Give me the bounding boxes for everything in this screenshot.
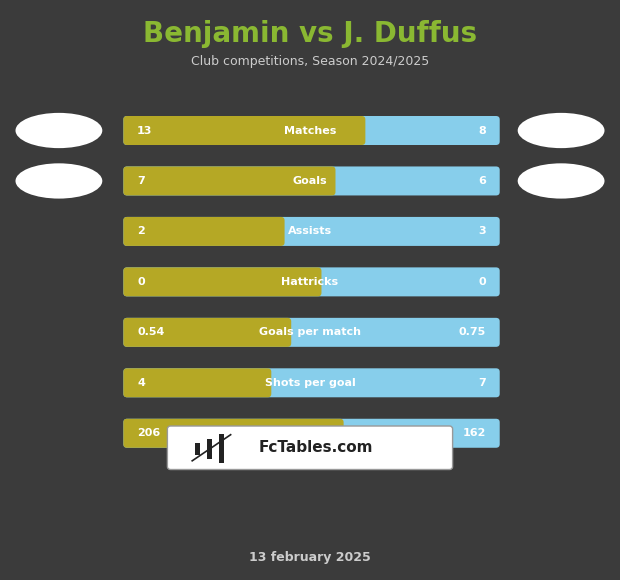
FancyBboxPatch shape (123, 116, 365, 145)
Text: Min per goal: Min per goal (271, 428, 349, 438)
Text: Matches: Matches (284, 125, 336, 136)
Text: 4: 4 (137, 378, 145, 388)
FancyBboxPatch shape (123, 368, 272, 397)
Bar (195, 443, 200, 455)
Text: Benjamin vs J. Duffus: Benjamin vs J. Duffus (143, 20, 477, 48)
Text: Club competitions, Season 2024/2025: Club competitions, Season 2024/2025 (191, 55, 429, 68)
FancyBboxPatch shape (123, 116, 500, 145)
Text: Shots per goal: Shots per goal (265, 378, 355, 388)
Text: 0.54: 0.54 (137, 327, 164, 338)
Text: 0: 0 (479, 277, 486, 287)
FancyBboxPatch shape (123, 419, 500, 448)
Ellipse shape (16, 164, 102, 198)
Text: 13: 13 (137, 125, 153, 136)
FancyBboxPatch shape (123, 166, 335, 195)
Ellipse shape (16, 113, 102, 148)
Text: 2: 2 (137, 226, 144, 237)
Text: 206: 206 (137, 428, 160, 438)
Text: Assists: Assists (288, 226, 332, 237)
Text: Hattricks: Hattricks (281, 277, 339, 287)
Ellipse shape (518, 113, 604, 148)
Text: 0: 0 (137, 277, 144, 287)
FancyBboxPatch shape (123, 166, 500, 195)
Text: 162: 162 (463, 428, 486, 438)
Bar (219, 434, 224, 463)
FancyBboxPatch shape (123, 368, 500, 397)
Bar (207, 439, 212, 459)
Ellipse shape (518, 164, 604, 198)
Text: 7: 7 (137, 176, 144, 186)
FancyBboxPatch shape (167, 426, 453, 470)
FancyBboxPatch shape (123, 267, 321, 296)
Text: Goals per match: Goals per match (259, 327, 361, 338)
FancyBboxPatch shape (123, 318, 500, 347)
Text: 8: 8 (478, 125, 486, 136)
FancyBboxPatch shape (123, 217, 500, 246)
Text: 6: 6 (478, 176, 486, 186)
FancyBboxPatch shape (123, 217, 285, 246)
Text: FcTables.com: FcTables.com (259, 440, 373, 455)
Text: Goals: Goals (293, 176, 327, 186)
Text: 7: 7 (478, 378, 486, 388)
Text: 0.75: 0.75 (459, 327, 486, 338)
Text: 3: 3 (479, 226, 486, 237)
FancyBboxPatch shape (123, 267, 500, 296)
FancyBboxPatch shape (123, 318, 291, 347)
Text: 13 february 2025: 13 february 2025 (249, 552, 371, 564)
FancyBboxPatch shape (123, 419, 343, 448)
